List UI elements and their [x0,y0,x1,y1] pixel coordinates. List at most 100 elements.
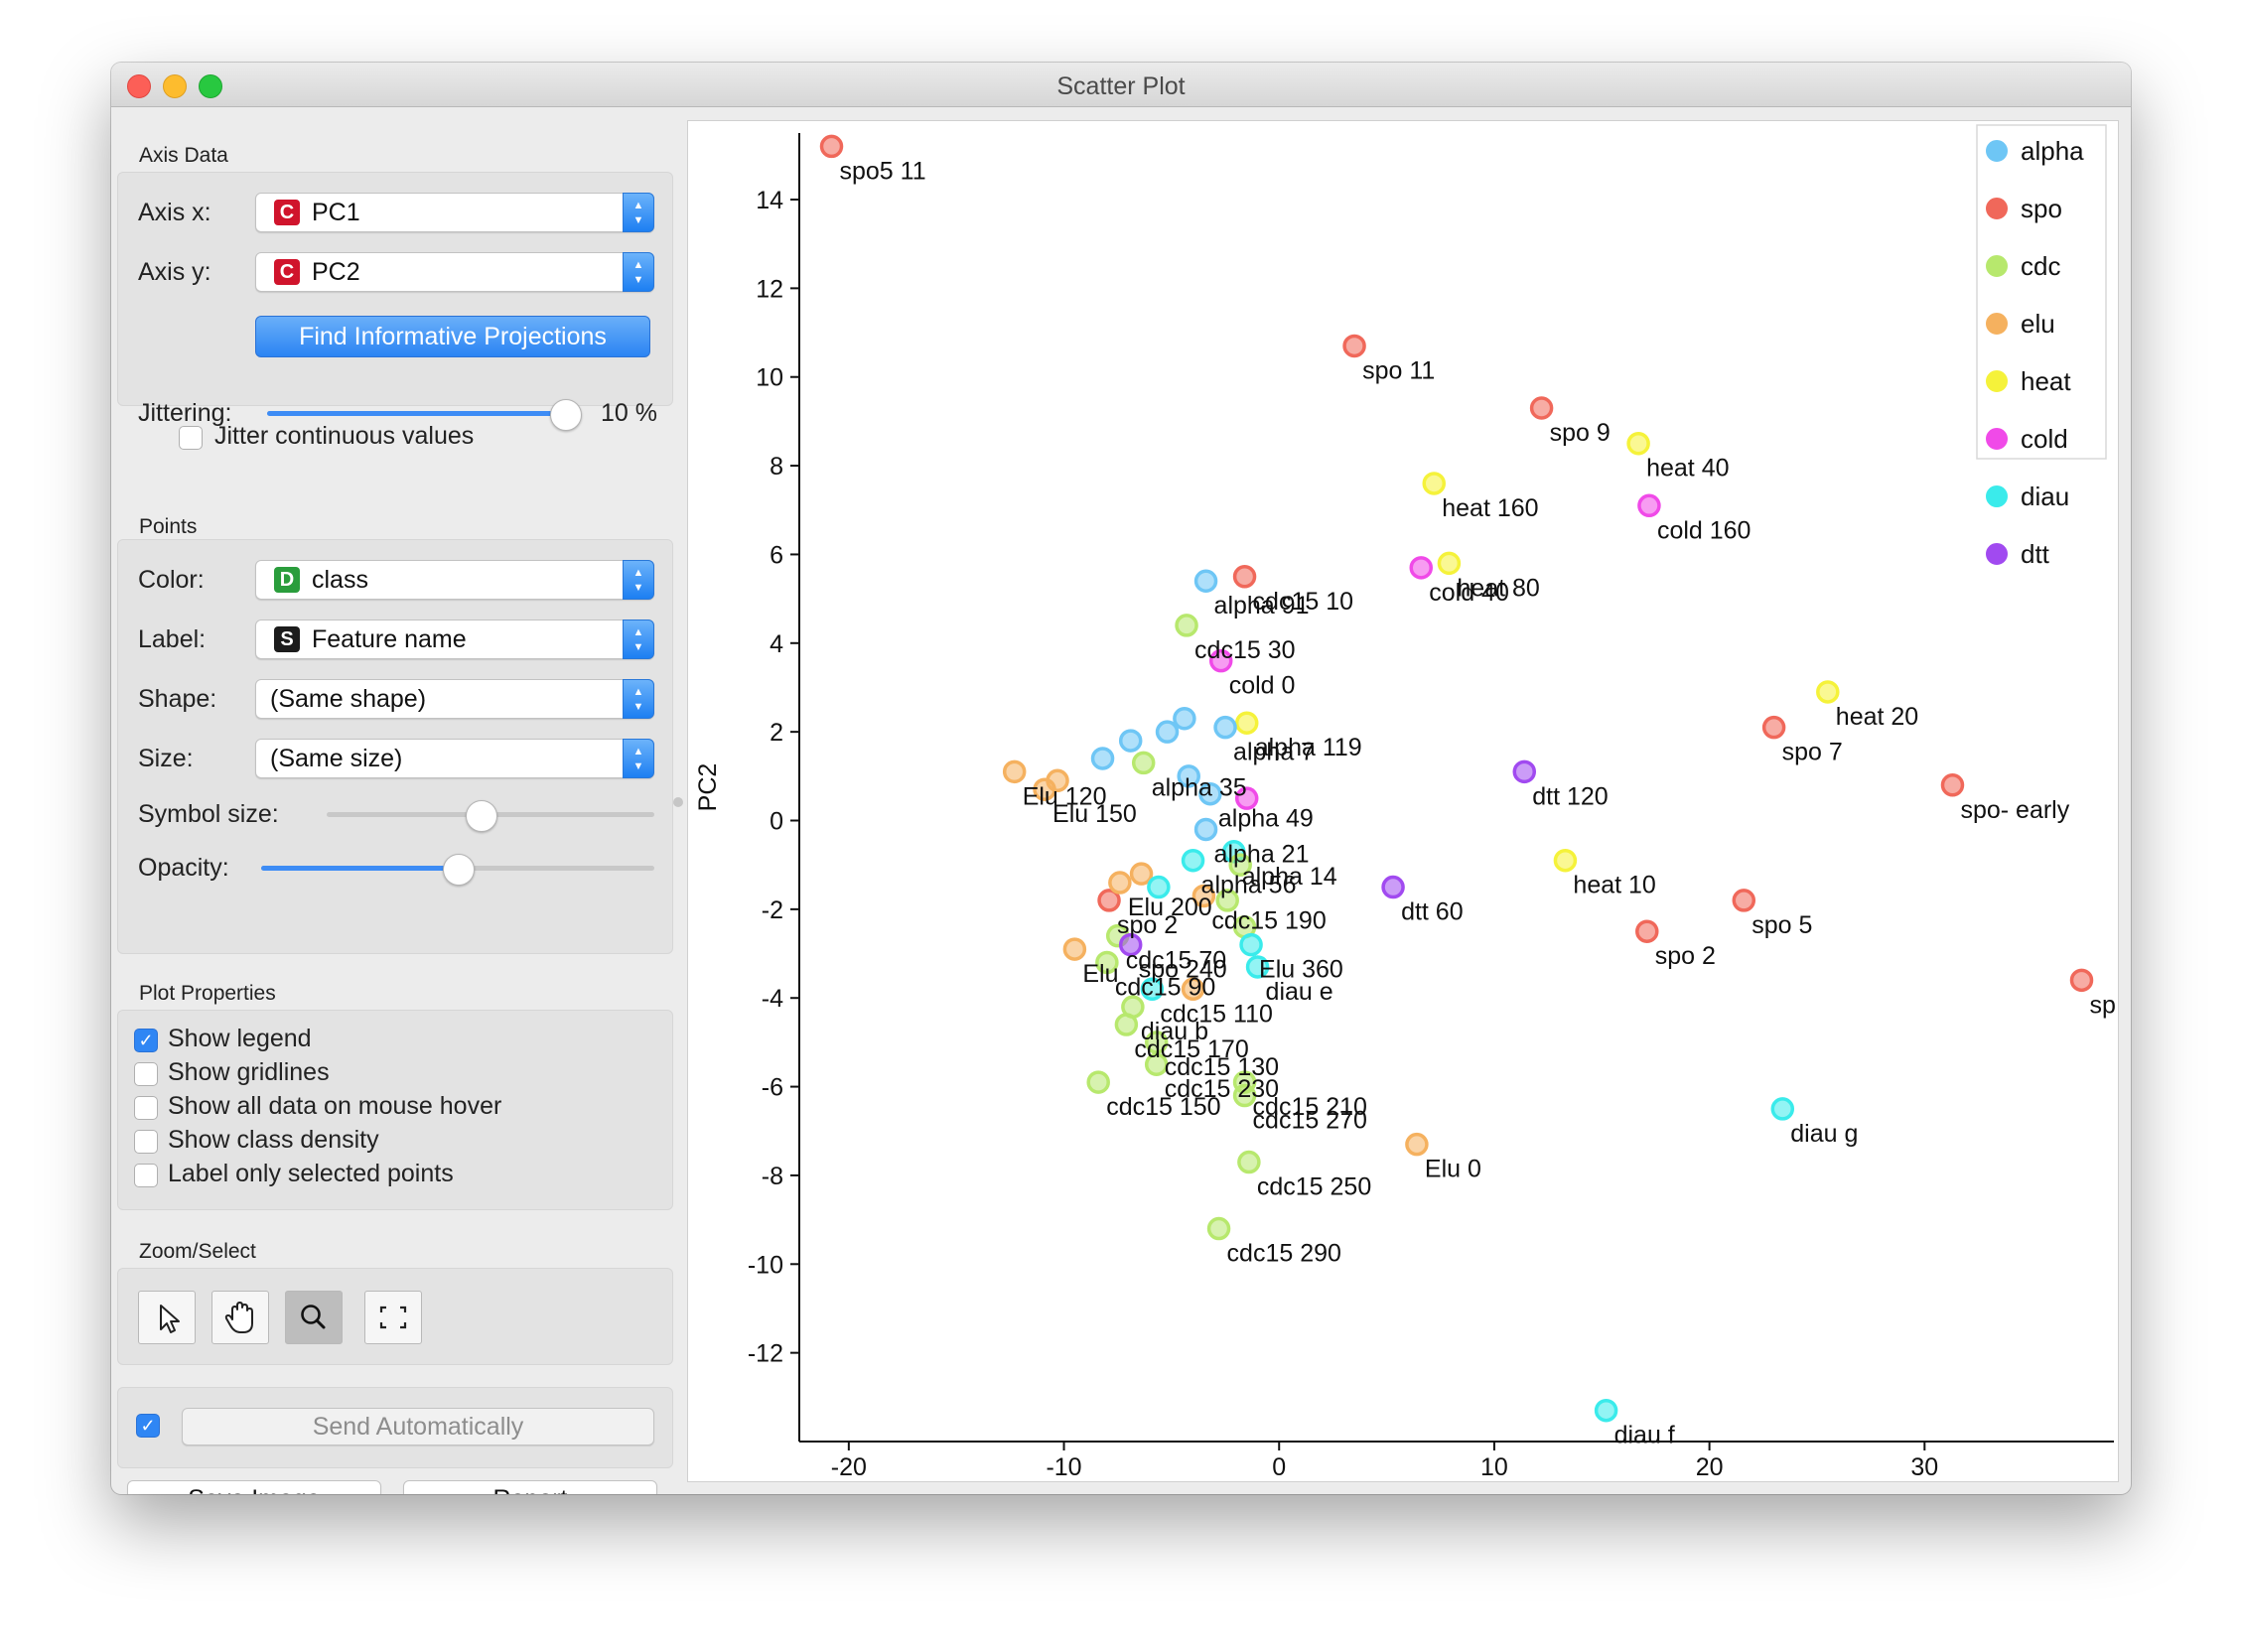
y-tick-label: 4 [770,630,783,658]
chevron-updown-icon: ▲ ▼ [623,560,654,600]
fit-view-icon [379,1306,407,1329]
y-tick-label: 14 [756,187,783,214]
chevron-updown-icon: ▲ ▼ [623,252,654,292]
data-point-alpha [1090,747,1115,770]
data-point-cdc [1232,1083,1257,1108]
data-point-diau [1181,848,1205,873]
legend-label: alpha [2021,136,2084,166]
point-label: cdc15 10 [1253,588,1353,616]
jittering-label: Jittering: [138,399,232,427]
size-combo[interactable]: (Same size) ▲ ▼ [255,739,654,778]
data-point-elu [1002,759,1027,784]
data-point-cold [1234,786,1259,810]
data-point-heat [1626,431,1650,456]
data-point-elu [1405,1132,1429,1157]
pan-tool-button[interactable] [211,1291,269,1344]
point-label: heat 20 [1836,703,1918,731]
jittering-slider-handle[interactable] [549,399,582,431]
point-label: diau b [1141,1018,1208,1045]
plot-option-label: Show gridlines [168,1058,330,1086]
legend-label: dtt [2021,539,2050,569]
axis-x-label: Axis x: [138,199,211,226]
point-label: cdc15 30 [1194,636,1295,664]
point-label: alpha 7 [1233,739,1315,766]
reset-zoom-button[interactable] [364,1291,422,1344]
data-point-elu [1108,871,1132,895]
data-point-elu [1062,937,1087,961]
point-label: Elu [1082,960,1118,988]
legend-label: diau [2021,482,2069,511]
symbol-size-slider-handle[interactable] [466,800,498,832]
save-image-button[interactable]: Save Image [127,1480,381,1494]
continuous-variable-icon: C [274,259,300,285]
data-point-cdc [1228,853,1252,877]
point-label: cdc15 290 [1227,1240,1341,1268]
point-label: alpha 119 [1255,734,1362,761]
point-label: alpha 21 [1214,840,1310,868]
point-label: Elu 0 [1425,1156,1481,1183]
point-label: dtt 120 [1532,782,1608,810]
data-point-cdc [1237,1150,1261,1174]
chevron-updown-icon: ▲ ▼ [623,193,654,232]
data-point-spo [1097,889,1121,912]
opacity-slider-handle[interactable] [443,854,475,886]
y-tick-label: 12 [756,275,783,303]
data-point-cdc [1215,889,1239,912]
plot-option-checkbox[interactable] [134,1096,158,1120]
send-automatically-button[interactable]: Send Automatically [182,1408,654,1446]
y-tick-label: -6 [762,1074,783,1102]
point-label: heat 160 [1442,494,1538,522]
jittering-slider-fill [267,411,565,416]
plot-option-checkbox[interactable]: ✓ [134,1029,158,1052]
minimize-window-button[interactable] [163,74,187,98]
plot-option-checkbox[interactable] [134,1130,158,1154]
data-point-diau [1770,1097,1795,1121]
legend-label: spo [2021,194,2062,223]
data-point-spo [1232,565,1257,589]
data-point-elu [1129,862,1154,886]
data-point-dtt [1512,759,1537,784]
splitter-handle[interactable] [673,797,683,807]
label-combo[interactable]: S Feature name ▲ ▼ [255,620,654,659]
pointer-tool-button[interactable] [138,1291,196,1344]
point-label: spo 11 [1362,356,1435,384]
point-label: dtt 60 [1401,898,1464,926]
plot-properties-box: ✓ Show legend Show gridlines Show all data … [117,1010,673,1210]
jitter-continuous-checkbox[interactable] [179,426,203,450]
legend-label: heat [2021,366,2071,396]
send-automatically-checkbox[interactable]: ✓ [136,1414,160,1438]
report-button[interactable]: Report [403,1480,657,1494]
axis-y-combo[interactable]: C PC2 ▲ ▼ [255,252,654,292]
y-tick-label: -12 [748,1340,783,1368]
find-informative-projections-button[interactable]: Find Informative Projections [255,316,650,357]
point-label: cdc15 70 [1126,947,1226,975]
plot-option-checkbox[interactable] [134,1164,158,1187]
plot-area[interactable]: -20 -10 0 10 20 30 -12 -10 -8 -6 -4 -2 0 2 4 6 8 10 12 14 PC… [687,120,2119,1482]
close-window-button[interactable] [127,74,151,98]
point-label: spo 5 [1752,911,1812,939]
point-label: diau e [1266,978,1333,1006]
label-label: Label: [138,625,207,653]
data-point-spo [1761,715,1786,740]
axis-data-section-title: Axis Data [139,144,228,167]
data-point-heat [1553,848,1578,873]
continuous-variable-icon: C [274,200,300,225]
data-point-heat [1422,472,1446,495]
zoom-tool-button[interactable] [285,1291,343,1344]
shape-combo[interactable]: (Same shape) ▲ ▼ [255,679,654,719]
point-label: cdc15 250 [1257,1173,1371,1201]
maximize-window-button[interactable] [199,74,222,98]
x-tick-label: 30 [1910,1453,1938,1481]
jitter-continuous-label: Jitter continuous values [214,422,475,450]
x-tick-label: 20 [1696,1453,1724,1481]
data-point-heat [1437,551,1462,576]
point-label: sp [2089,991,2115,1019]
data-point-alpha [1198,781,1222,806]
axis-x-combo[interactable]: C PC1 ▲ ▼ [255,193,654,232]
plot-option-checkbox[interactable] [134,1062,158,1086]
axis-y-value: PC2 [312,258,360,286]
color-combo[interactable]: D class ▲ ▼ [255,560,654,600]
data-point-spo [819,134,844,159]
point-label: spo 240 [1139,956,1227,984]
size-value: (Same size) [270,745,403,772]
